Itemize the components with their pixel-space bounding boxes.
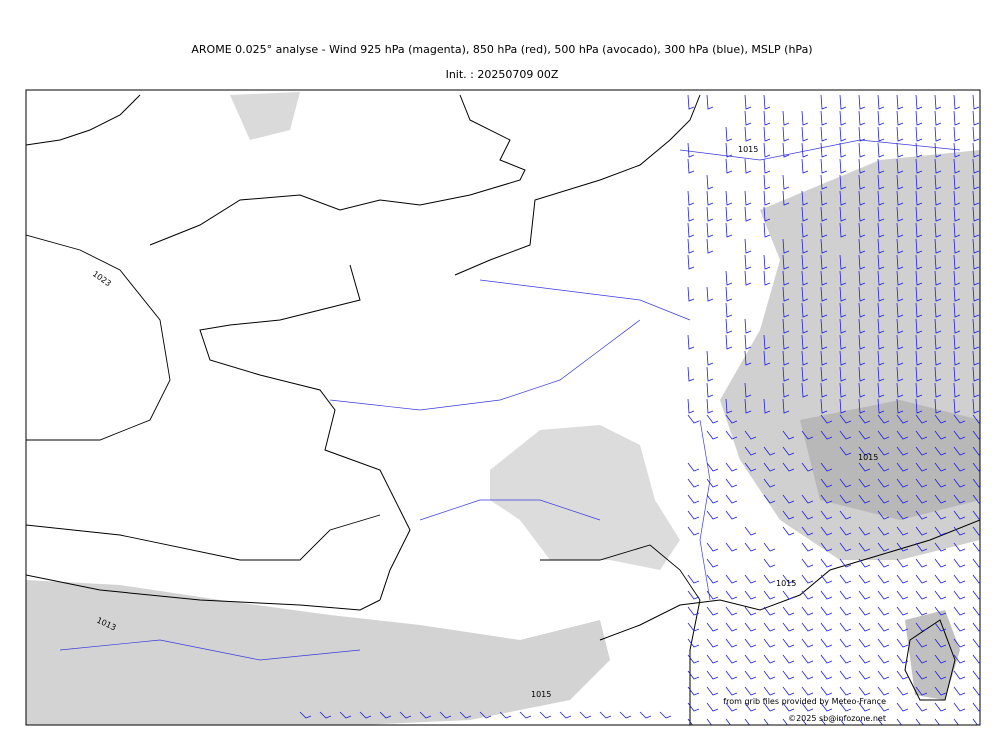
isobar-label: 1015 [858, 453, 878, 462]
isobar-label: 1015 [531, 690, 551, 699]
credit: ©2025 sb@infozone.net [788, 714, 886, 723]
weather-map: AROME 0.025° analyse - Wind 925 hPa (mag… [0, 0, 1005, 738]
isobar-label: 1015 [776, 579, 796, 588]
isobar-label: 1015 [738, 145, 758, 154]
subtitle: Init. : 20250709 00Z [446, 68, 559, 81]
title: AROME 0.025° analyse - Wind 925 hPa (mag… [191, 43, 812, 56]
credit: from grib files provided by Meteo-France [723, 697, 886, 706]
